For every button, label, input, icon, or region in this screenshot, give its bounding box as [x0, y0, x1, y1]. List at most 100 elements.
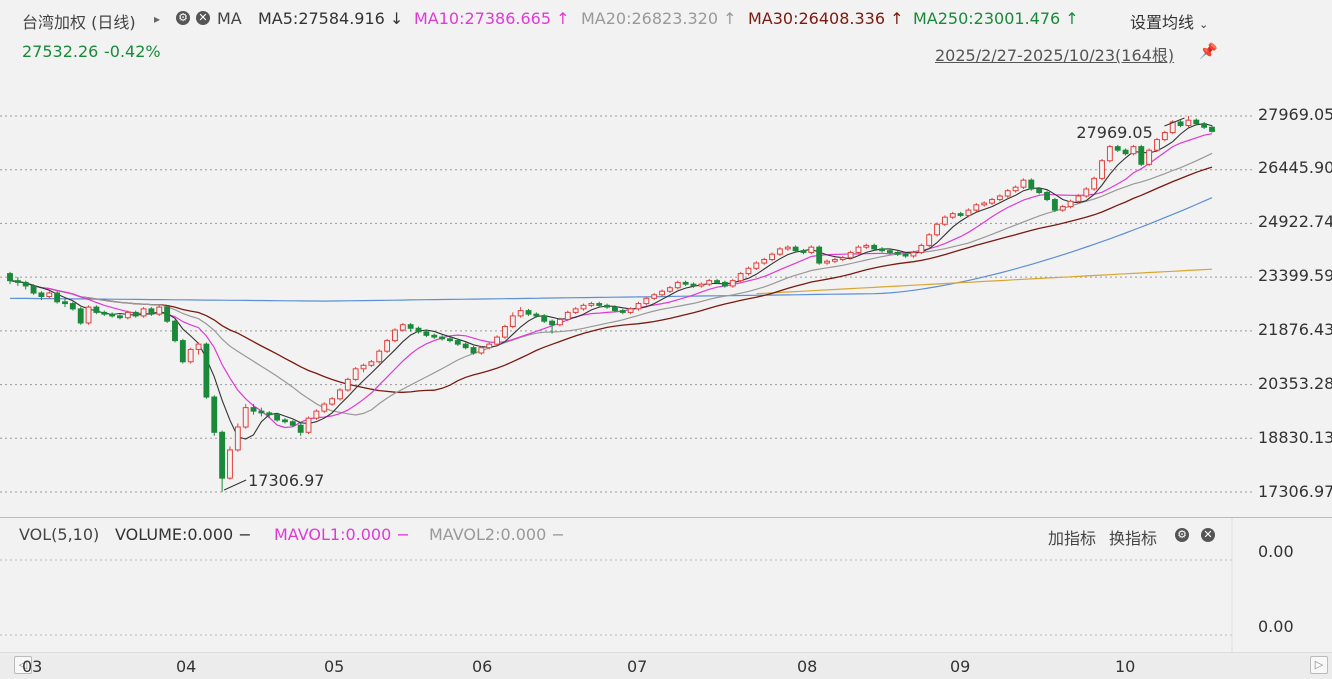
candle-body [737, 273, 744, 282]
switch-indicator-button[interactable]: 换指标 [1109, 529, 1158, 548]
candle-body [934, 223, 940, 236]
candle-body [1059, 206, 1066, 211]
candle-body [525, 310, 532, 315]
candle-body [721, 281, 728, 287]
candle-body [792, 246, 799, 252]
candle-body [533, 313, 540, 317]
candle-body [258, 410, 265, 414]
candle-body [447, 338, 453, 342]
candle-body [800, 250, 807, 253]
candle-body [1201, 123, 1208, 128]
candle-body [910, 251, 917, 257]
candle-body [572, 308, 579, 313]
volume-value: VOLUME:0.000 − [115, 525, 252, 544]
x-axis[interactable]: ◁ 03 04 05 06 07 08 09 10 ▷ [0, 652, 1332, 679]
candle-body [274, 414, 281, 421]
candle-body [808, 246, 815, 253]
candle-body [321, 403, 328, 412]
candle-body [855, 246, 862, 253]
candle-body [1106, 146, 1113, 162]
ma10-value: MA10:27386.665 ↑ [414, 9, 570, 28]
candle-body [611, 306, 618, 312]
candle-body [1036, 188, 1043, 193]
y-tick-label: 27969.05 [1258, 105, 1332, 124]
candle-body [392, 329, 398, 342]
candle-body [415, 327, 422, 333]
candle-body [996, 195, 1003, 201]
candle-body [368, 361, 375, 366]
candle-body [753, 262, 760, 269]
candle-body [187, 348, 194, 363]
candle-body [1122, 149, 1129, 155]
x-tick-label: 04 [176, 657, 197, 676]
candle-body [297, 424, 304, 433]
candle-body [1130, 146, 1137, 155]
y-tick-label: 17306.97 [1258, 482, 1332, 501]
candle-body [266, 412, 273, 416]
date-range[interactable]: 2025/2/27-2025/10/23(164根) [935, 46, 1175, 65]
candle-body [1185, 119, 1192, 126]
gear-icon[interactable]: ⚙ [1175, 528, 1189, 542]
candle-body [965, 209, 972, 216]
y-tick-label: 21876.43 [1258, 320, 1332, 339]
candle-body [250, 407, 257, 412]
scroll-right-button[interactable]: ▷ [1310, 656, 1328, 674]
candle-body [509, 315, 516, 327]
x-tick-label: 03 [22, 657, 43, 676]
candle-body [1114, 146, 1121, 151]
vol-label: VOL(5,10) [19, 525, 100, 544]
candle-body [211, 396, 218, 433]
index-name[interactable]: 台湾加权 (日线) [22, 13, 136, 32]
candle-body [651, 294, 658, 299]
candle-body [918, 244, 925, 253]
chart-header: 台湾加权 (日线) ▸ ⚙ ✕ MA MA5:27584.916 ↓ MA10:… [0, 0, 1332, 40]
close-icon[interactable]: ✕ [196, 11, 210, 25]
candle-body [431, 334, 438, 338]
candle-body [399, 324, 406, 331]
candle-body [54, 292, 61, 303]
candle-body [1209, 126, 1215, 132]
candle-body [1075, 195, 1082, 202]
candle-body [22, 281, 29, 287]
candle-body [62, 301, 68, 305]
high-annotation: 27969.05 [1076, 123, 1152, 142]
mavol1-value: MAVOL1:0.000 − [274, 525, 410, 544]
candle-body [1161, 132, 1168, 141]
close-icon[interactable]: ✕ [1201, 528, 1215, 542]
add-indicator-button[interactable]: 加指标 [1048, 529, 1097, 548]
pin-icon[interactable]: 📌 [1199, 42, 1218, 60]
high-arrow [1164, 117, 1185, 127]
candle-body [761, 258, 768, 264]
candle-body [886, 250, 893, 253]
candle-body [580, 304, 587, 310]
dropdown-arrow-icon[interactable]: ▸ [154, 12, 161, 26]
candle-body [329, 398, 336, 405]
candle-body [219, 431, 226, 479]
candle-body [203, 343, 210, 398]
candle-body [1020, 179, 1027, 188]
gear-icon[interactable]: ⚙ [176, 11, 190, 25]
candle-body [337, 389, 343, 400]
candle-body [1051, 199, 1058, 211]
candle-body [1138, 146, 1145, 165]
candle-body [863, 244, 870, 248]
x-tick-label: 07 [627, 657, 648, 676]
candle-body [941, 216, 948, 225]
candle-body [148, 308, 155, 315]
candle-body [714, 280, 720, 283]
candle-body [839, 257, 846, 260]
chevron-down-icon: ⌄ [1199, 18, 1209, 31]
candle-body [957, 213, 964, 216]
vol-y-tick: 0.00 [1258, 617, 1294, 636]
candle-body [729, 280, 736, 287]
candle-body [502, 325, 508, 338]
candle-body [949, 213, 956, 218]
ma250-line [9, 197, 1213, 302]
candle-body [973, 204, 980, 211]
x-tick-label: 08 [797, 657, 818, 676]
settings-ma-button[interactable]: 设置均线 ⌄ [1130, 9, 1208, 33]
candle-body [195, 343, 202, 350]
scroll-left-button[interactable]: ◁ [14, 656, 32, 674]
candle-body [556, 318, 563, 326]
